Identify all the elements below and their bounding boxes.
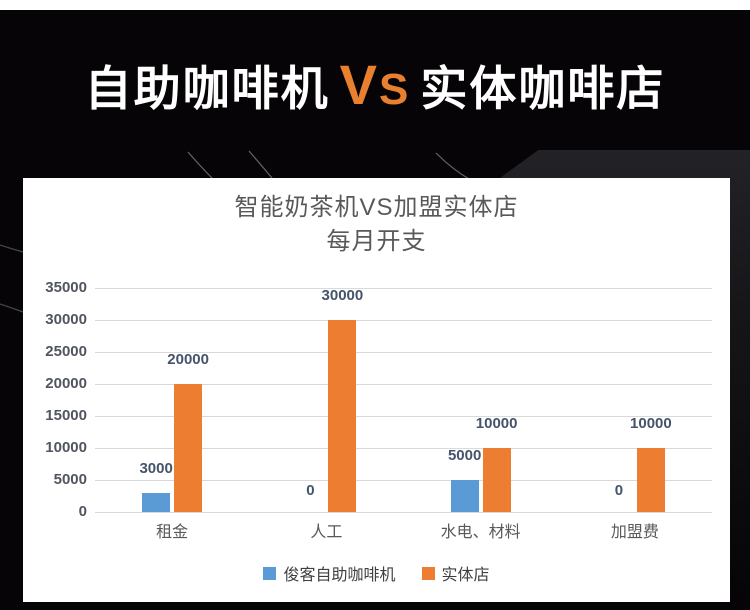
plot-area: 0 5000 10000 15000 20000 25000 30000 35000 租金 300… bbox=[23, 178, 730, 602]
y-tick-label: 15000 bbox=[45, 407, 87, 424]
hero-title-right: 实体咖啡店 bbox=[420, 62, 666, 115]
gridline bbox=[95, 352, 712, 353]
y-tick-label: 20000 bbox=[45, 375, 87, 392]
data-label: 10000 bbox=[475, 415, 518, 432]
hero-title-left: 自助咖啡机 bbox=[84, 62, 330, 115]
gridline bbox=[95, 416, 712, 417]
data-label: 0 bbox=[614, 482, 624, 499]
y-tick-label: 25000 bbox=[45, 343, 87, 360]
gridline bbox=[95, 384, 712, 385]
bar-store bbox=[636, 448, 665, 512]
data-label: 20000 bbox=[167, 351, 209, 368]
bar-store bbox=[328, 320, 357, 512]
top-white-strip bbox=[0, 0, 750, 10]
data-label: 30000 bbox=[321, 287, 364, 304]
hero-vs-text: VS bbox=[339, 53, 411, 116]
chart-title: 智能奶茶机VS加盟实体店 每月开支 bbox=[23, 191, 730, 259]
category-label: 水电、材料 bbox=[440, 524, 521, 541]
data-label: 10000 bbox=[630, 415, 672, 432]
gridline bbox=[95, 448, 712, 449]
chart-title-line1: 智能奶茶机VS加盟实体店 bbox=[234, 194, 519, 221]
data-label: 3000 bbox=[139, 459, 173, 477]
gridline bbox=[95, 480, 712, 481]
y-tick-label: 35000 bbox=[45, 279, 87, 296]
y-tick-label: 10000 bbox=[45, 439, 87, 456]
bar-store bbox=[174, 384, 203, 512]
legend-label: 俊客自助咖啡机 bbox=[283, 567, 396, 584]
y-tick-label: 30000 bbox=[45, 311, 87, 328]
legend-item: 实体店 bbox=[421, 561, 490, 585]
legend: 俊客自助咖啡机 实体店 bbox=[23, 561, 730, 585]
gridline bbox=[95, 512, 712, 513]
legend-swatch bbox=[421, 566, 435, 580]
y-tick-label: 5000 bbox=[53, 471, 87, 488]
bar-machine bbox=[450, 480, 479, 512]
bar-machine bbox=[142, 492, 171, 512]
legend-swatch bbox=[263, 566, 277, 580]
data-label: 0 bbox=[306, 482, 315, 499]
gridline bbox=[95, 288, 712, 289]
category-label: 租金 bbox=[156, 524, 189, 541]
y-tick-label: 0 bbox=[78, 503, 87, 520]
chart-panel: 0 5000 10000 15000 20000 25000 30000 35000 租金 300… bbox=[23, 178, 730, 602]
data-label: 5000 bbox=[447, 447, 482, 464]
gridline bbox=[95, 320, 712, 321]
category-label: 加盟费 bbox=[610, 524, 659, 541]
chart-title-line2: 每月开支 bbox=[326, 228, 427, 255]
category-label: 人工 bbox=[310, 524, 343, 541]
bar-store bbox=[482, 448, 511, 512]
legend-item: 俊客自助咖啡机 bbox=[263, 561, 396, 585]
hero-title: 自助咖啡机 VS 实体咖啡店 bbox=[0, 54, 750, 121]
legend-label: 实体店 bbox=[441, 567, 490, 584]
